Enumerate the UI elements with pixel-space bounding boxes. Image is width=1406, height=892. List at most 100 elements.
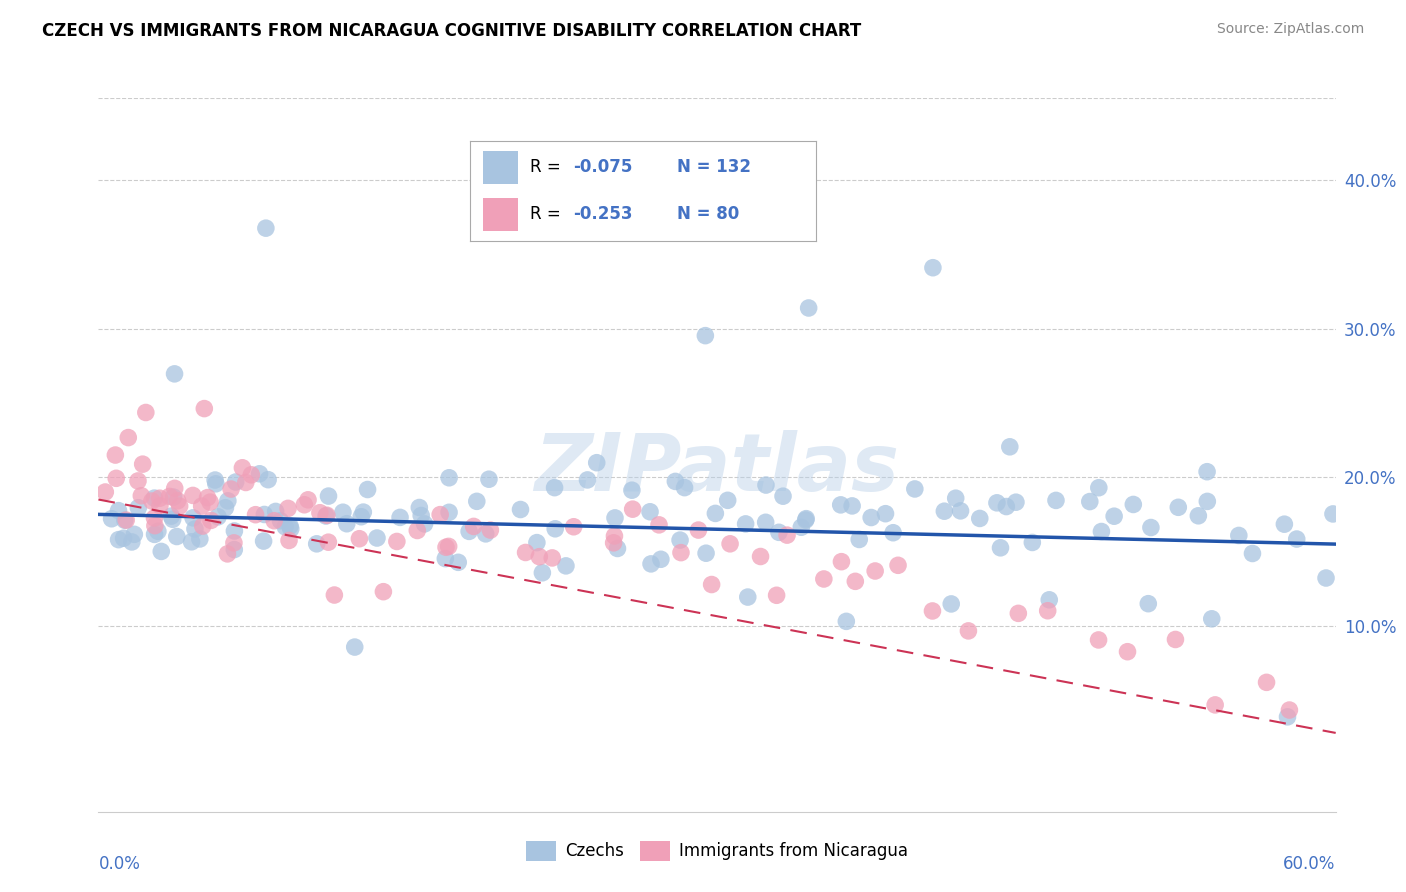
Point (1140, 520, 1163, 534)
Point (197, 491, 219, 505)
Text: ZIPatlas: ZIPatlas (534, 430, 900, 508)
Point (998, 440, 1021, 454)
Point (94, 485, 117, 500)
Point (104, 448, 127, 462)
Point (434, 541, 457, 555)
Point (934, 504, 956, 518)
Point (688, 523, 710, 537)
Point (162, 512, 184, 526)
Point (150, 544, 173, 558)
Point (790, 520, 813, 534)
Point (755, 516, 778, 530)
Point (949, 504, 972, 518)
Point (1087, 632, 1109, 647)
Point (478, 472, 501, 486)
Point (336, 516, 359, 531)
Point (606, 541, 628, 556)
Point (121, 535, 143, 549)
Point (848, 533, 870, 547)
Point (704, 507, 727, 521)
Point (292, 498, 315, 512)
Point (621, 502, 644, 516)
Point (437, 471, 460, 485)
Point (332, 505, 354, 519)
Text: CZECH VS IMMIGRANTS FROM NICARAGUA COGNITIVE DISABILITY CORRELATION CHART: CZECH VS IMMIGRANTS FROM NICARAGUA COGNI… (42, 22, 862, 40)
Text: Source: ZipAtlas.com: Source: ZipAtlas.com (1216, 22, 1364, 37)
Point (253, 508, 276, 522)
Point (188, 532, 211, 546)
Point (863, 564, 886, 578)
Point (797, 301, 820, 315)
Point (794, 511, 817, 525)
Point (249, 467, 271, 481)
Point (1201, 612, 1223, 626)
Point (1241, 547, 1264, 561)
Point (166, 529, 188, 543)
Point (463, 519, 485, 533)
Point (990, 541, 1012, 555)
Point (252, 534, 274, 549)
Point (408, 500, 430, 515)
Point (529, 549, 551, 564)
Point (717, 493, 740, 508)
Point (352, 505, 374, 519)
Point (1045, 493, 1067, 508)
Point (124, 527, 146, 541)
Point (543, 481, 565, 495)
Point (305, 537, 328, 551)
Point (278, 533, 301, 548)
Point (887, 558, 910, 573)
Point (860, 510, 883, 524)
Point (555, 558, 578, 573)
Text: 60.0%: 60.0% (1284, 855, 1336, 872)
Point (664, 475, 686, 489)
Point (127, 474, 149, 488)
Point (257, 473, 280, 487)
Point (127, 500, 149, 515)
Point (541, 550, 564, 565)
Point (447, 555, 470, 569)
Point (193, 401, 215, 416)
Point (479, 523, 502, 537)
Point (1102, 509, 1125, 524)
Point (356, 483, 378, 497)
Point (278, 519, 301, 533)
Point (149, 491, 172, 506)
Point (941, 597, 963, 611)
Point (640, 557, 662, 571)
Point (673, 481, 696, 495)
Point (264, 504, 287, 518)
Point (1197, 494, 1219, 508)
Point (240, 467, 263, 482)
Point (921, 604, 943, 618)
Point (465, 494, 488, 508)
Point (755, 478, 778, 492)
Point (458, 524, 481, 539)
Point (603, 511, 626, 525)
Point (315, 508, 337, 523)
Point (1322, 507, 1344, 521)
Point (904, 482, 927, 496)
Point (576, 473, 599, 487)
Point (385, 534, 408, 549)
Point (509, 502, 531, 516)
Point (366, 531, 388, 545)
Point (184, 522, 207, 536)
Point (318, 535, 340, 549)
Point (315, 508, 337, 523)
Text: 0.0%: 0.0% (98, 855, 141, 872)
Point (245, 508, 267, 522)
Point (181, 488, 204, 502)
Point (969, 511, 991, 525)
Point (350, 509, 373, 524)
Point (794, 513, 817, 527)
Point (1036, 604, 1059, 618)
Point (882, 525, 904, 540)
Point (309, 506, 332, 520)
Point (115, 513, 138, 527)
Point (217, 547, 239, 561)
Point (1137, 597, 1160, 611)
Point (204, 473, 226, 487)
Point (1090, 524, 1112, 539)
Point (1227, 528, 1250, 542)
